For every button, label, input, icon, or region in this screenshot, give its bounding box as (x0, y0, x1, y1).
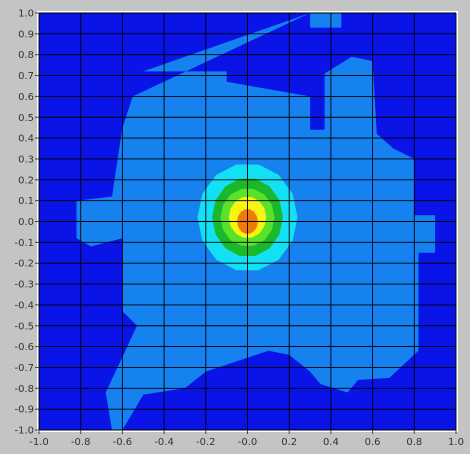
y-tick-label: -0.8 (14, 384, 34, 395)
y-tick-label: -0.7 (14, 363, 34, 374)
x-tick-label: -0.8 (71, 437, 91, 448)
y-tick-label: 1.0 (18, 9, 34, 20)
y-tick-label: 0.3 (18, 154, 34, 165)
x-tick-label: -0.0 (238, 437, 258, 448)
y-tick-label: -0.3 (14, 280, 34, 291)
x-tick-label: 0.6 (365, 437, 381, 448)
x-tick-label: -0.2 (196, 437, 216, 448)
x-tick-label: 0.4 (323, 437, 339, 448)
y-tick-label: 0.7 (18, 71, 34, 82)
y-tick-label: 0.4 (18, 134, 34, 145)
x-tick-label: 0.2 (281, 437, 297, 448)
grid-lines (38, 12, 457, 431)
y-tick-label: 0.6 (18, 92, 34, 103)
y-tick-label: 0.8 (18, 50, 34, 61)
y-tick-label: -0.9 (14, 405, 34, 416)
x-axis-ticks: -1.0 -0.8 -0.6 -0.4 -0.2 -0.0 0.2 0.4 0.6 0.8 1.0 (29, 430, 464, 448)
y-tick-label: 0.9 (18, 29, 34, 40)
x-tick-label: 1.0 (448, 437, 464, 448)
y-tick-label: -0.1 (14, 238, 34, 249)
x-tick-label: -0.6 (113, 437, 133, 448)
y-tick-label: 0.2 (18, 175, 34, 186)
y-tick-label: 0.0 (18, 217, 34, 228)
x-tick-label: -1.0 (29, 437, 49, 448)
y-tick-label: -0.5 (14, 321, 34, 332)
y-tick-label: -0.6 (14, 342, 34, 353)
y-tick-label: -0.2 (14, 259, 34, 270)
y-tick-label: -1.0 (14, 426, 34, 437)
y-axis-ticks: 1.0 0.9 0.8 0.7 0.6 0.5 0.4 0.3 0.2 0.1 0.0 -0.1 -0.… (14, 9, 39, 437)
y-tick-label: 0.5 (18, 113, 34, 124)
y-tick-label: 0.1 (18, 196, 34, 207)
y-tick-label: -0.4 (14, 300, 34, 311)
x-tick-label: 0.8 (406, 437, 422, 448)
x-tick-label: -0.4 (154, 437, 174, 448)
